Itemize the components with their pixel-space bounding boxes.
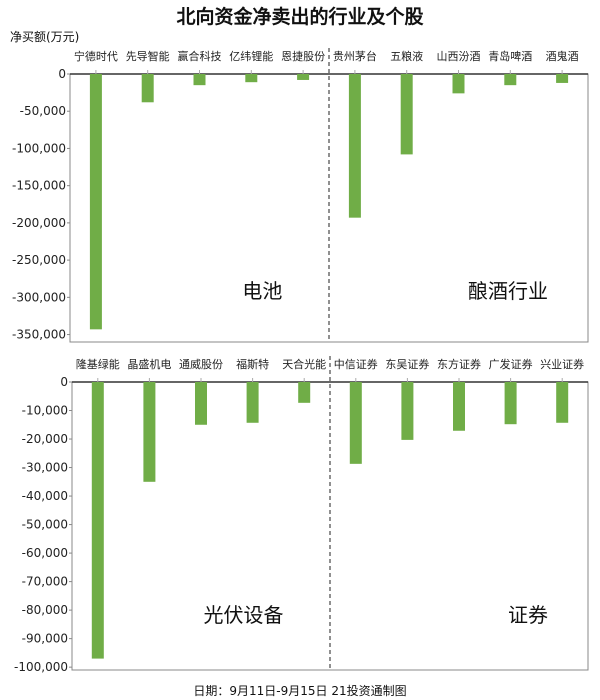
bar [193,74,206,86]
y-tick-label: -40,000 [22,489,68,503]
bar [400,74,413,155]
y-tick-label: -50,000 [20,104,66,118]
category-label: 晶盛机电 [127,357,171,371]
category-label: 五粮液 [390,49,423,63]
category-label: 通威股份 [179,358,223,371]
y-tick-label: -70,000 [22,575,68,589]
bar [89,74,102,330]
category-label: 亿纬锂能 [229,49,273,63]
category-label: 先导智能 [126,49,170,63]
group-label: 酿酒行业 [468,279,548,303]
bar [556,382,569,423]
bar [195,382,207,425]
category-label: 赢合科技 [178,49,222,63]
category-label: 福斯特 [236,357,269,371]
group-label: 证券 [508,603,548,627]
category-label: 贵州茅台 [333,49,377,63]
bar [401,382,414,440]
y-tick-label: -80,000 [22,603,68,617]
category-label: 山西汾酒 [437,50,481,63]
bar [556,74,569,83]
category-label: 恩捷股份 [281,49,325,63]
category-label: 东吴证券 [385,357,429,371]
y-tick-label: -250,000 [12,253,66,267]
chart-title: 北向资金净卖出的行业及个股 [176,6,424,28]
category-label: 中信证券 [334,357,378,371]
group-label: 电池 [242,279,282,303]
y-tick-label: -90,000 [22,632,68,646]
bar [349,382,362,464]
group-label: 光伏设备 [204,603,284,627]
category-label: 兴业证券 [540,357,584,371]
y-tick-label: -350,000 [12,328,66,342]
bar [504,74,517,86]
category-label: 青岛啤酒 [488,49,532,63]
category-label: 宁德时代 [74,49,118,63]
y-tick-label: -30,000 [22,461,68,475]
category-label: 东方证券 [437,357,481,371]
bar [297,74,310,80]
bar [298,382,311,403]
y-tick-label: -300,000 [12,290,66,304]
y-tick-label: -200,000 [12,216,66,230]
y-tick-label: 0 [60,375,68,389]
y-tick-label: 0 [58,67,66,81]
category-label: 隆基绿能 [76,357,120,371]
category-label: 广发证券 [489,357,533,371]
y-tick-label: -100,000 [14,660,68,674]
bar [452,74,465,94]
bar [246,382,259,423]
y-tick-label: -60,000 [22,546,68,560]
y-tick-label: -100,000 [12,141,66,155]
bar [504,382,517,425]
y-tick-label: -150,000 [12,179,66,193]
bar [348,74,361,218]
bar [143,382,156,482]
category-label: 天合光能 [282,357,326,371]
footer-source: 日期：9月11日-9月15日 21投资通制图 [193,684,407,698]
y-axis-unit-label: 净买额(万元) [10,30,80,44]
y-tick-label: -10,000 [22,404,68,418]
bar [245,74,258,83]
y-tick-label: -20,000 [22,432,68,446]
bar [453,382,465,431]
y-tick-label: -50,000 [22,518,68,532]
bar [141,74,154,103]
bar [91,382,104,659]
category-label: 酒鬼酒 [546,49,579,63]
